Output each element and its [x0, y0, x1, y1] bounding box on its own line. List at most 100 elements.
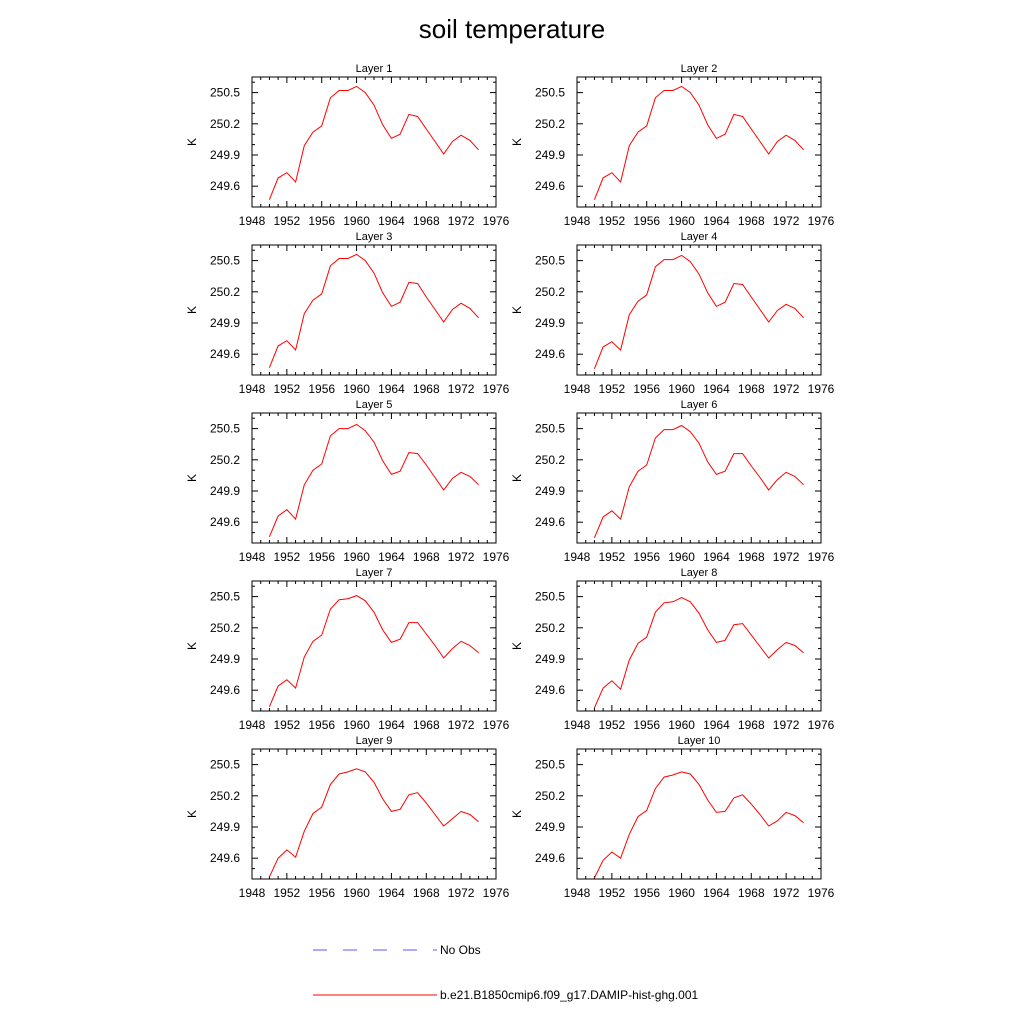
x-tick-label: 1960	[343, 718, 370, 732]
x-tick-label: 1964	[378, 886, 405, 900]
x-tick-label: 1968	[738, 550, 765, 564]
y-tick-label: 250.5	[535, 86, 565, 100]
x-tick-label: 1956	[308, 886, 335, 900]
x-tick-label: 1968	[413, 886, 440, 900]
y-axis-label: K	[185, 138, 199, 146]
y-axis-label: K	[510, 642, 524, 650]
y-tick-label: 250.5	[210, 86, 240, 100]
y-tick-label: 249.6	[210, 851, 240, 865]
x-tick-label: 1964	[378, 382, 405, 396]
x-tick-label: 1956	[308, 550, 335, 564]
x-tick-label: 1972	[448, 718, 475, 732]
panel-10: Layer 10 1948 1952 1956 1960 1964 1968 1972 1976…	[510, 735, 835, 900]
x-tick-label: 1972	[448, 382, 475, 396]
y-tick-label: 250.5	[535, 422, 565, 436]
y-axis-label: K	[185, 474, 199, 482]
x-tick-label: 1952	[599, 550, 626, 564]
plot-frame	[251, 412, 497, 544]
y-tick-label: 250.2	[210, 285, 240, 299]
series-line	[593, 597, 804, 709]
panel-1: Layer 1 1948 1952 1956 1960 1964 1968 1972 1976 2…	[185, 63, 510, 228]
y-tick-label: 249.6	[535, 851, 565, 865]
x-tick-label: 1952	[274, 718, 301, 732]
y-tick-label: 250.5	[535, 590, 565, 604]
x-tick-label: 1968	[413, 550, 440, 564]
y-tick-label: 249.6	[535, 179, 565, 193]
x-tick-label: 1948	[239, 718, 266, 732]
series-line	[593, 771, 804, 879]
y-tick-label: 250.2	[535, 453, 565, 467]
x-tick-label: 1968	[738, 382, 765, 396]
plot-frame	[576, 412, 822, 544]
y-tick-label: 250.5	[210, 758, 240, 772]
x-tick-label: 1956	[633, 886, 660, 900]
y-tick-label: 249.9	[535, 652, 565, 666]
y-tick-label: 249.9	[535, 148, 565, 162]
panel-4: Layer 4 1948 1952 1956 1960 1964 1968 1972 1976 2…	[510, 231, 835, 396]
x-tick-label: 1964	[703, 886, 730, 900]
x-tick-label: 1976	[808, 886, 835, 900]
y-tick-label: 250.5	[210, 590, 240, 604]
y-tick-label: 249.9	[210, 820, 240, 834]
y-axis-label: K	[510, 306, 524, 314]
y-tick-label: 249.9	[210, 652, 240, 666]
y-tick-label: 250.5	[535, 254, 565, 268]
series-line	[593, 424, 804, 538]
panel-8: Layer 8 1948 1952 1956 1960 1964 1968 1972 1976 2…	[510, 567, 835, 732]
y-axis-label: K	[185, 810, 199, 818]
legend-label-no-obs: No Obs	[440, 943, 481, 957]
y-tick-label: 249.9	[535, 316, 565, 330]
x-tick-label: 1952	[599, 886, 626, 900]
panel-6: Layer 6 1948 1952 1956 1960 1964 1968 1972 1976 2…	[510, 399, 835, 564]
y-tick-label: 249.6	[210, 347, 240, 361]
x-tick-label: 1976	[808, 214, 835, 228]
y-tick-label: 250.2	[210, 117, 240, 131]
panel-title: Layer 8	[681, 567, 718, 579]
x-tick-label: 1956	[633, 214, 660, 228]
panel-title: Layer 5	[356, 399, 393, 411]
x-tick-label: 1948	[564, 214, 591, 228]
y-axis-label: K	[510, 810, 524, 818]
y-tick-label: 250.2	[210, 621, 240, 635]
x-tick-label: 1968	[738, 214, 765, 228]
x-tick-label: 1948	[564, 886, 591, 900]
x-tick-label: 1960	[343, 382, 370, 396]
x-tick-label: 1960	[343, 550, 370, 564]
y-tick-label: 249.9	[535, 484, 565, 498]
y-tick-label: 250.2	[535, 285, 565, 299]
series-line	[593, 254, 804, 369]
x-tick-label: 1952	[274, 382, 301, 396]
panel-title: Layer 10	[678, 735, 721, 747]
x-tick-label: 1956	[633, 382, 660, 396]
x-tick-label: 1972	[448, 550, 475, 564]
x-tick-label: 1976	[808, 550, 835, 564]
x-tick-label: 1952	[274, 214, 301, 228]
y-tick-label: 249.6	[535, 347, 565, 361]
x-tick-label: 1952	[599, 382, 626, 396]
x-tick-label: 1948	[239, 550, 266, 564]
y-tick-label: 249.6	[210, 179, 240, 193]
panel-title: Layer 3	[356, 231, 393, 243]
x-tick-label: 1960	[668, 550, 695, 564]
panel-5: Layer 5 1948 1952 1956 1960 1964 1968 1972 1976 2…	[185, 399, 510, 564]
x-tick-label: 1972	[773, 886, 800, 900]
x-tick-label: 1976	[808, 382, 835, 396]
x-tick-label: 1948	[239, 382, 266, 396]
panel-title: Layer 1	[356, 63, 393, 75]
y-tick-label: 250.2	[210, 789, 240, 803]
x-tick-label: 1964	[703, 214, 730, 228]
y-tick-label: 249.9	[210, 484, 240, 498]
y-tick-label: 250.5	[210, 422, 240, 436]
x-tick-label: 1960	[668, 718, 695, 732]
y-tick-label: 250.2	[535, 621, 565, 635]
x-tick-label: 1964	[378, 550, 405, 564]
x-tick-label: 1956	[308, 718, 335, 732]
x-tick-label: 1968	[413, 214, 440, 228]
x-tick-label: 1964	[703, 382, 730, 396]
y-tick-label: 249.6	[535, 683, 565, 697]
panel-9: Layer 9 1948 1952 1956 1960 1964 1968 1972 1976 2…	[185, 735, 510, 900]
x-tick-label: 1956	[308, 214, 335, 228]
x-tick-label: 1948	[564, 550, 591, 564]
x-tick-label: 1976	[808, 718, 835, 732]
series-line	[268, 423, 479, 537]
